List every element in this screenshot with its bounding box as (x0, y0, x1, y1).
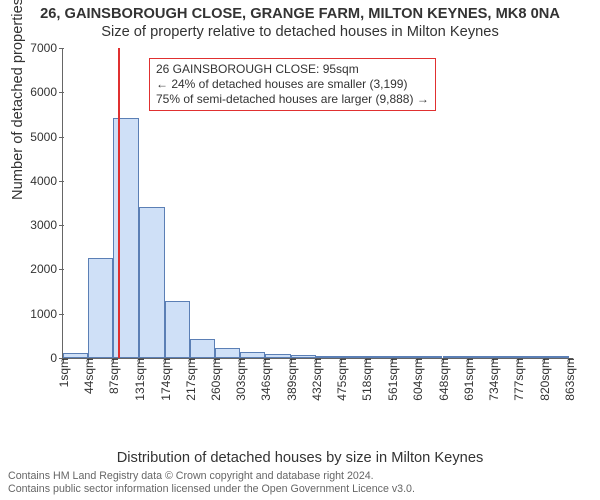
x-tick-label: 131sqm (131, 358, 147, 401)
y-tick-label: 4000 (30, 174, 63, 188)
callout-line-3: 75% of semi-detached houses are larger (… (156, 92, 429, 107)
callout-box: 26 GAINSBOROUGH CLOSE: 95sqm ← 24% of de… (149, 58, 436, 111)
x-tick-label: 217sqm (182, 358, 198, 401)
credits: Contains HM Land Registry data © Crown c… (8, 470, 415, 496)
y-axis-label: Number of detached properties (10, 0, 26, 200)
x-tick-label: 518sqm (358, 358, 374, 401)
page-title: 26, GAINSBOROUGH CLOSE, GRANGE FARM, MIL… (0, 6, 600, 22)
x-tick-label: 777sqm (510, 358, 526, 401)
reference-line (118, 48, 120, 358)
callout-line-1: 26 GAINSBOROUGH CLOSE: 95sqm (156, 62, 429, 77)
x-tick-label: 432sqm (308, 358, 324, 401)
y-tick-label: 5000 (30, 130, 63, 144)
x-tick-label: 691sqm (460, 358, 476, 401)
y-tick-label: 3000 (30, 218, 63, 232)
histogram-bar (88, 258, 113, 358)
histogram-bar (190, 339, 215, 358)
x-tick-label: 303sqm (232, 358, 248, 401)
page-subtitle: Size of property relative to detached ho… (0, 24, 600, 40)
x-tick-label: 561sqm (384, 358, 400, 401)
y-tick-label: 2000 (30, 262, 63, 276)
x-tick-label: 174sqm (157, 358, 173, 401)
x-tick-label: 1sqm (55, 358, 71, 387)
credits-line-2: Contains public sector information licen… (8, 483, 415, 496)
callout-line-2: ← 24% of detached houses are smaller (3,… (156, 77, 429, 92)
y-tick-label: 6000 (30, 85, 63, 99)
histogram-chart: 26 GAINSBOROUGH CLOSE: 95sqm ← 24% of de… (62, 48, 573, 359)
histogram-bar (215, 348, 240, 358)
histogram-bar (165, 301, 190, 358)
x-tick-label: 389sqm (283, 358, 299, 401)
x-tick-label: 260sqm (207, 358, 223, 401)
y-tick-label: 7000 (30, 41, 63, 55)
x-tick-label: 346sqm (257, 358, 273, 401)
x-tick-label: 604sqm (409, 358, 425, 401)
histogram-bar (139, 207, 164, 358)
x-tick-label: 87sqm (105, 358, 121, 394)
x-tick-label: 734sqm (485, 358, 501, 401)
x-tick-label: 648sqm (435, 358, 451, 401)
credits-line-1: Contains HM Land Registry data © Crown c… (8, 470, 415, 483)
x-tick-label: 44sqm (80, 358, 96, 394)
y-tick-label: 1000 (30, 307, 63, 321)
x-tick-label: 475sqm (333, 358, 349, 401)
x-tick-label: 820sqm (536, 358, 552, 401)
x-tick-label: 863sqm (561, 358, 577, 401)
x-axis-label: Distribution of detached houses by size … (0, 450, 600, 466)
